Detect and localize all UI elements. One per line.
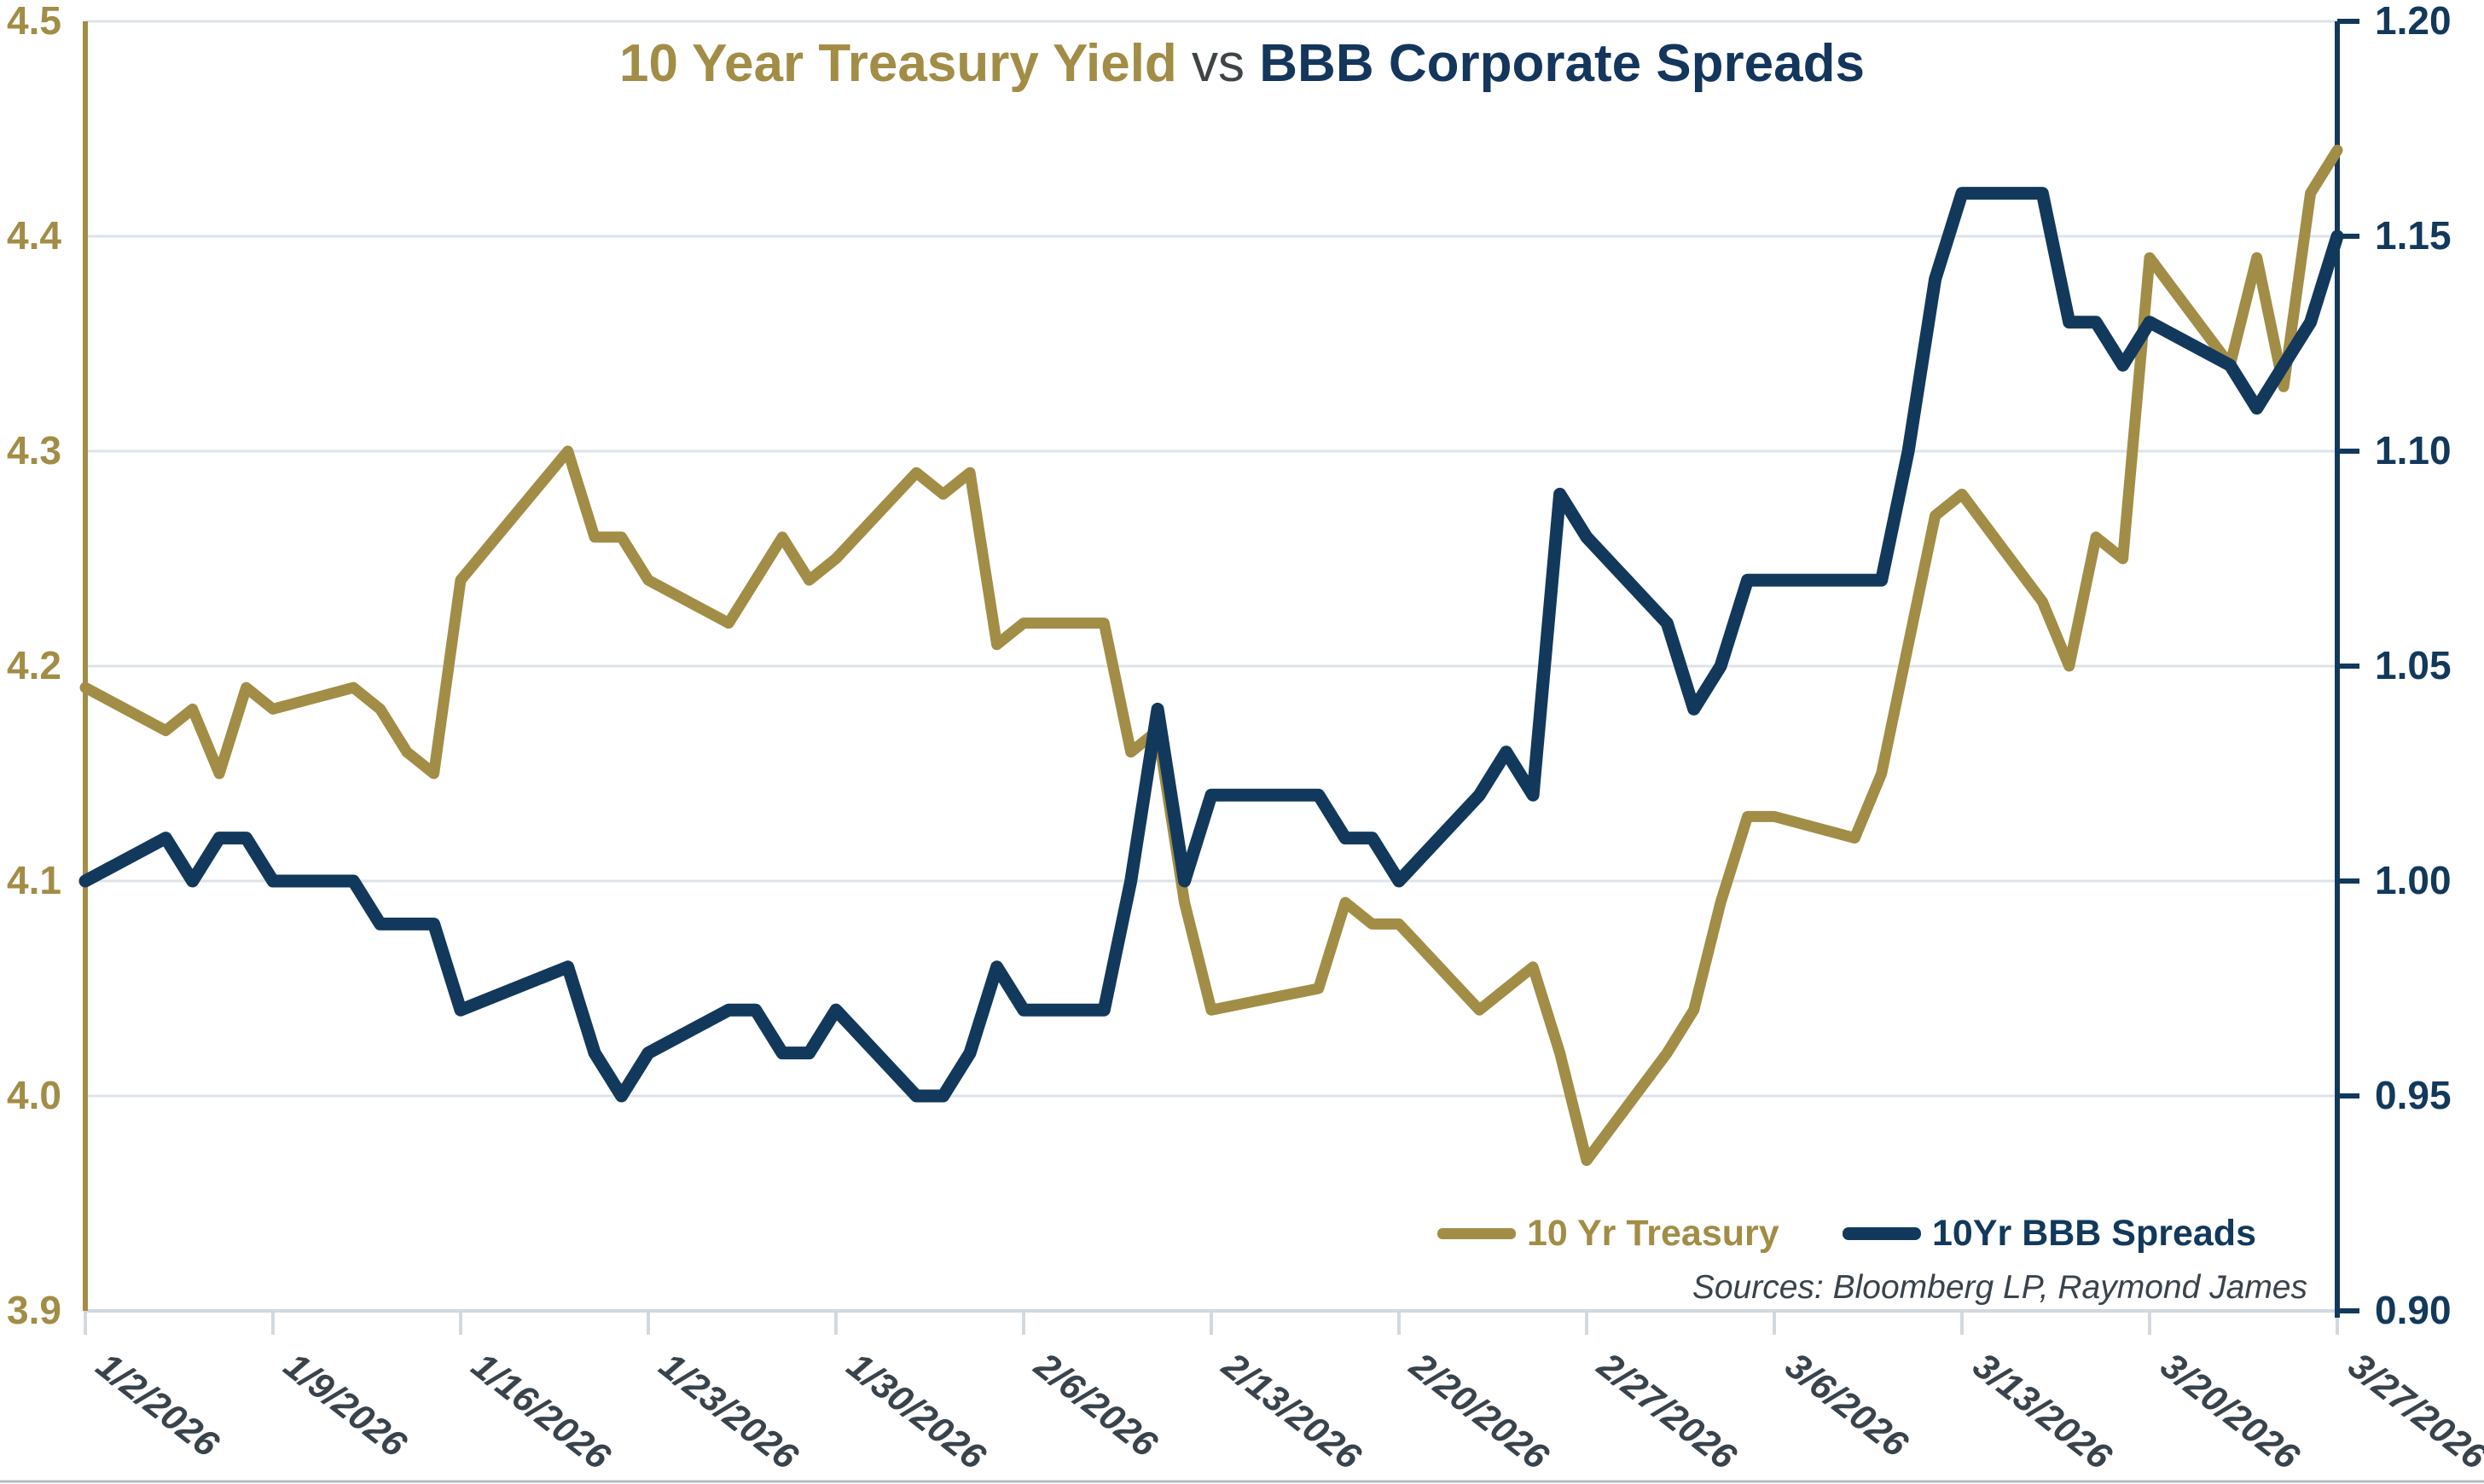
y-left-tick-label: 4.2: [7, 643, 61, 687]
legend: 10 Yr Treasury 10Yr BBB Spreads: [1437, 1213, 2256, 1254]
y-right-tick-label: 1.10: [2375, 428, 2452, 472]
x-axis-date-label: 2/27/2026: [1589, 1344, 1744, 1478]
x-axis-date-label: 3/27/2026: [2341, 1345, 2484, 1478]
x-axis-date-label: 2/20/2026: [1402, 1344, 1557, 1478]
y-right-tick-label: 0.95: [2375, 1073, 2452, 1117]
legend-swatch-spreads: [1843, 1227, 1921, 1240]
x-axis-date-label: 3/20/2026: [2153, 1345, 2307, 1478]
x-axis-date-label: 3/6/2026: [1778, 1345, 1916, 1466]
x-axis-date-label: 1/23/2026: [652, 1345, 806, 1478]
x-axis-date-label: 2/6/2026: [1026, 1344, 1165, 1465]
x-axis-date-label: 3/13/2026: [1965, 1345, 2120, 1478]
y-left-tick-label: 4.3: [7, 428, 61, 472]
y-right-tick-label: 1.20: [2375, 0, 2452, 43]
x-axis-date-label: 1/30/2026: [839, 1345, 994, 1478]
x-axis-date-label: 2/13/2026: [1214, 1344, 1369, 1478]
y-right-tick-label: 0.90: [2375, 1288, 2452, 1332]
x-axis-date-label: 1/16/2026: [464, 1345, 618, 1478]
chart-title: 10 Year Treasury Yield vs BBB Corporate …: [619, 34, 1865, 93]
legend-label-spreads: 10Yr BBB Spreads: [1932, 1213, 2256, 1254]
y-left-tick-label: 4.0: [7, 1073, 61, 1117]
x-axis-date-label: 1/2/2026: [89, 1345, 227, 1466]
chart-title-spreads: BBB Corporate Spreads: [1259, 34, 1865, 93]
y-right-tick-label: 1.05: [2375, 643, 2452, 687]
chart-title-vs: vs: [1177, 34, 1259, 93]
chart-title-treasury: 10 Year Treasury Yield: [619, 34, 1177, 93]
y-right-tick-label: 1.00: [2375, 858, 2452, 902]
gridlines: [85, 20, 2337, 1313]
y-axis-right: 1.20 1.15 1.10 1.05 1.00 0.95 0.90: [2337, 0, 2452, 1332]
y-left-tick-label: 4.5: [7, 0, 61, 43]
y-left-tick-label: 4.1: [7, 858, 61, 902]
treasury-line: [79, 144, 2343, 1167]
bbb-spread-line: [78, 187, 2344, 1103]
y-right-tick-label: 1.15: [2375, 213, 2452, 258]
y-left-tick-label: 3.9: [7, 1288, 61, 1332]
y-axis-left-labels: 4.5 4.4 4.3 4.2 4.1 4.0 3.9: [7, 0, 61, 1332]
source-note: Sources: Bloomberg LP, Raymond James: [1692, 1269, 2307, 1306]
y-left-tick-label: 4.4: [7, 213, 61, 258]
x-axis-date-label: 1/9/2026: [276, 1345, 415, 1466]
legend-swatch-treasury: [1437, 1228, 1516, 1239]
legend-label-treasury: 10 Yr Treasury: [1527, 1213, 1779, 1254]
x-axis: 1/2/2026 1/9/2026 1/16/2026 1/23/2026 1/30/2…: [84, 1309, 2484, 1478]
